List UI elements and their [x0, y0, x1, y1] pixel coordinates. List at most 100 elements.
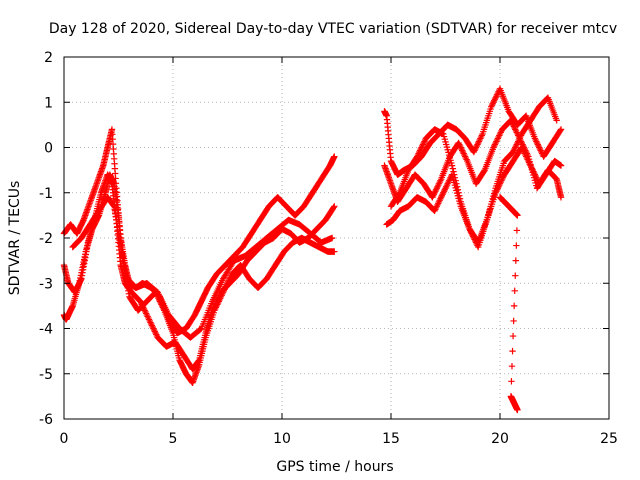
x-tick-label: 10 — [273, 431, 291, 447]
data-point — [413, 153, 421, 160]
data-point — [499, 174, 507, 181]
x-axis-label: GPS time / hours — [276, 459, 393, 475]
data-point — [419, 141, 427, 148]
data-point — [513, 227, 521, 234]
data-point — [509, 332, 517, 340]
data-point — [490, 97, 498, 104]
data-point — [440, 188, 448, 195]
data-point — [495, 133, 502, 141]
data-point — [536, 144, 543, 151]
data-point — [416, 147, 424, 154]
data-point — [512, 126, 519, 133]
y-tick-label: 1 — [44, 95, 53, 111]
data-point — [514, 406, 521, 414]
data-point — [492, 94, 499, 101]
data-point — [431, 189, 438, 196]
data-point — [468, 230, 475, 237]
data-point — [537, 147, 544, 154]
data-point — [530, 169, 538, 177]
data-point — [220, 287, 228, 294]
data-point — [440, 189, 447, 196]
data-point — [417, 145, 424, 153]
data-point — [449, 165, 456, 172]
data-point — [520, 148, 528, 156]
data-point — [438, 192, 446, 199]
x-tick-label: 5 — [169, 431, 178, 447]
chart-title: Day 128 of 2020, Sidereal Day-to-day VTE… — [49, 21, 617, 37]
points-layer — [60, 85, 565, 414]
data-point — [472, 144, 480, 151]
data-point — [227, 274, 234, 281]
data-point — [513, 141, 520, 148]
data-point — [226, 275, 233, 282]
data-point — [432, 206, 439, 213]
data-point — [478, 132, 486, 139]
data-point — [533, 139, 541, 147]
data-point — [444, 180, 451, 187]
data-point — [421, 138, 428, 145]
data-point — [454, 186, 462, 193]
data-point — [214, 301, 221, 308]
data-point — [525, 157, 532, 165]
data-point — [455, 189, 462, 196]
data-point — [508, 118, 515, 126]
data-point — [214, 299, 222, 307]
data-point — [141, 307, 148, 314]
data-point — [512, 144, 519, 151]
data-point — [477, 133, 485, 141]
data-point — [557, 194, 565, 201]
data-point — [508, 378, 515, 385]
data-point — [490, 144, 497, 151]
data-point — [419, 142, 426, 150]
data-point — [448, 172, 455, 180]
data-point — [524, 156, 531, 163]
data-point — [520, 147, 527, 154]
data-point — [466, 225, 473, 233]
data-point — [512, 272, 519, 279]
data-point — [211, 305, 219, 313]
data-series — [387, 94, 560, 251]
data-point — [490, 142, 498, 150]
data-point — [489, 100, 496, 107]
data-point — [448, 162, 456, 169]
data-point — [224, 280, 231, 287]
data-point — [497, 129, 504, 136]
data-point — [137, 298, 144, 305]
data-point — [457, 144, 464, 151]
data-point — [512, 127, 520, 135]
data-point — [441, 186, 448, 193]
data-point — [519, 145, 526, 153]
data-point — [148, 322, 156, 329]
data-point — [147, 319, 154, 326]
data-point — [331, 153, 338, 160]
data-point — [510, 123, 518, 130]
data-point — [453, 180, 460, 187]
data-point — [480, 168, 488, 175]
data-point — [511, 287, 518, 294]
data-point — [509, 347, 516, 355]
data-point — [221, 286, 228, 293]
data-point — [331, 203, 338, 210]
data-point — [430, 191, 438, 198]
data-point — [225, 277, 233, 284]
data-point — [507, 117, 515, 124]
data-point — [533, 174, 540, 181]
data-point — [415, 150, 422, 157]
data-point — [217, 295, 224, 302]
data-point — [516, 135, 523, 142]
data-point — [455, 139, 462, 147]
data-point — [488, 103, 495, 110]
data-series — [60, 126, 338, 337]
data-point — [445, 177, 453, 184]
data-point — [146, 317, 153, 325]
data-point — [514, 139, 521, 147]
data-point — [459, 148, 467, 156]
data-point — [330, 204, 337, 211]
data-point — [475, 138, 483, 145]
data-point — [433, 203, 440, 210]
data-point — [216, 296, 223, 304]
data-point — [456, 195, 464, 202]
data-point — [530, 168, 537, 175]
data-point — [491, 141, 499, 148]
data-series — [383, 144, 565, 246]
